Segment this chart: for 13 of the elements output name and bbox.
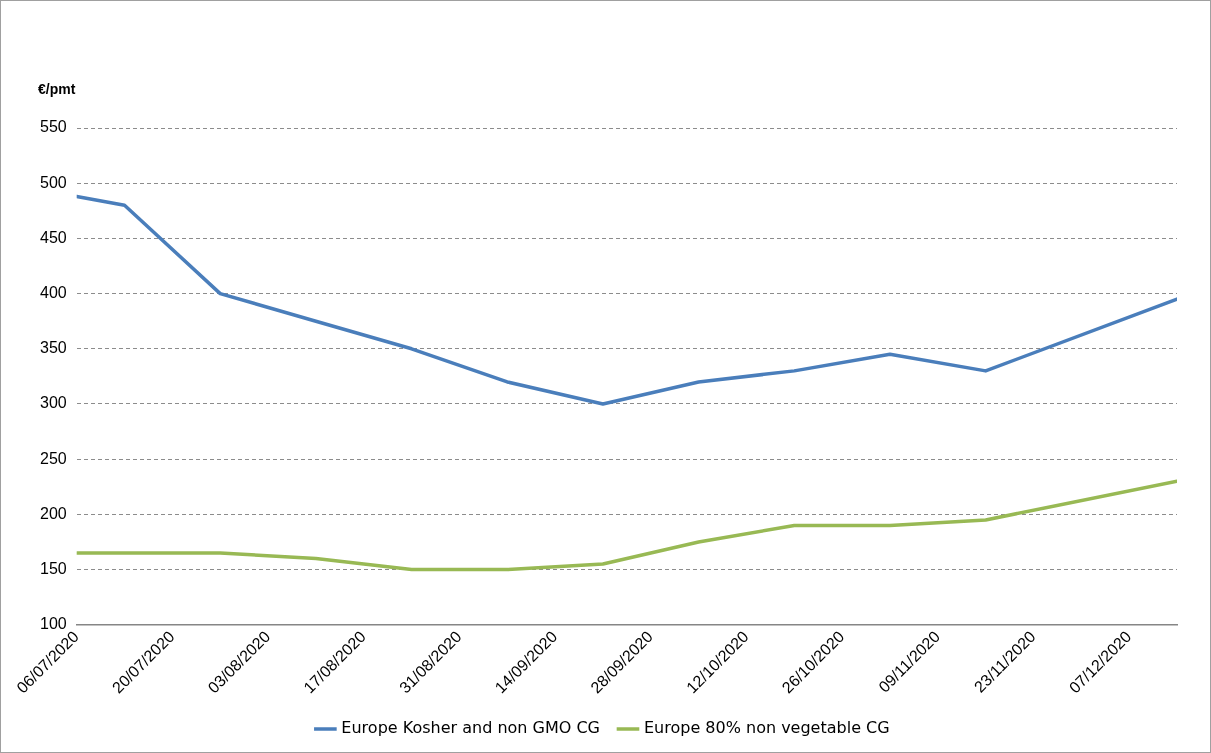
y-tick-label: 150 xyxy=(39,560,67,578)
y-axis-title: €/pmt xyxy=(38,80,76,97)
y-tick-label: 350 xyxy=(39,339,67,357)
y-tick-label: 400 xyxy=(39,284,67,302)
y-tick-label: 100 xyxy=(39,615,67,633)
y-tick-label: 250 xyxy=(39,449,67,467)
y-tick-label: 550 xyxy=(39,118,67,136)
y-tick-label: 500 xyxy=(39,173,67,191)
y-tick-label: 300 xyxy=(39,394,67,412)
legend-label: Europe Kosher and non GMO CG xyxy=(341,718,600,738)
legend-label: Europe 80% non vegetable CG xyxy=(643,718,890,738)
y-tick-label: 200 xyxy=(39,504,67,522)
y-tick-label: 450 xyxy=(39,228,67,246)
